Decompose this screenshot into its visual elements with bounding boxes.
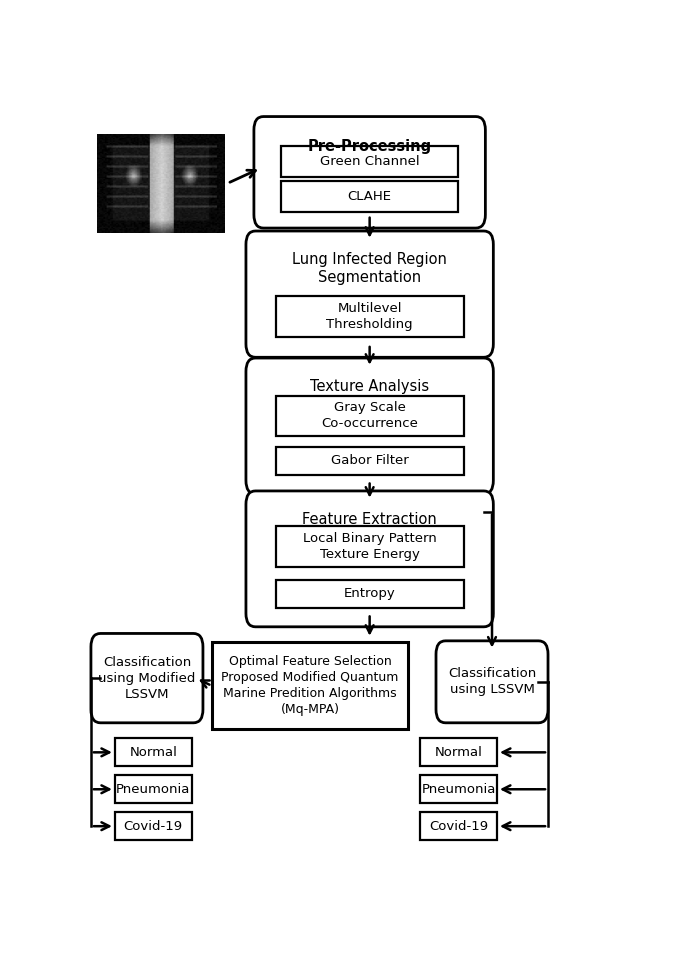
Text: Pneumonia: Pneumonia bbox=[116, 783, 190, 796]
FancyBboxPatch shape bbox=[275, 396, 464, 436]
FancyBboxPatch shape bbox=[246, 491, 493, 627]
FancyBboxPatch shape bbox=[281, 181, 458, 212]
FancyBboxPatch shape bbox=[246, 358, 493, 494]
Text: Classification
using Modified
LSSVM: Classification using Modified LSSVM bbox=[98, 656, 196, 701]
FancyBboxPatch shape bbox=[115, 812, 192, 840]
FancyBboxPatch shape bbox=[420, 775, 497, 804]
FancyBboxPatch shape bbox=[275, 447, 464, 475]
Text: Lung Infected Region
Segmentation: Lung Infected Region Segmentation bbox=[292, 252, 447, 286]
FancyBboxPatch shape bbox=[212, 643, 408, 730]
Text: Local Binary Pattern
Texture Energy: Local Binary Pattern Texture Energy bbox=[303, 532, 436, 561]
FancyBboxPatch shape bbox=[254, 117, 486, 228]
FancyBboxPatch shape bbox=[281, 146, 458, 177]
FancyBboxPatch shape bbox=[115, 738, 192, 766]
FancyBboxPatch shape bbox=[275, 579, 464, 608]
Text: Pneumonia: Pneumonia bbox=[421, 783, 496, 796]
Text: Classification
using LSSVM: Classification using LSSVM bbox=[448, 667, 536, 696]
FancyBboxPatch shape bbox=[275, 296, 464, 337]
Text: Gray Scale
Co-occurrence: Gray Scale Co-occurrence bbox=[321, 402, 418, 431]
Text: Normal: Normal bbox=[129, 746, 177, 759]
FancyBboxPatch shape bbox=[420, 812, 497, 840]
Text: Covid-19: Covid-19 bbox=[429, 820, 488, 832]
Text: Entropy: Entropy bbox=[344, 587, 395, 600]
Text: Multilevel
Thresholding: Multilevel Thresholding bbox=[326, 302, 413, 331]
FancyBboxPatch shape bbox=[436, 641, 548, 723]
Text: Covid-19: Covid-19 bbox=[124, 820, 183, 832]
Text: Optimal Feature Selection
Proposed Modified Quantum
Marine Predition Algorithms
: Optimal Feature Selection Proposed Modif… bbox=[221, 655, 399, 716]
Text: Gabor Filter: Gabor Filter bbox=[331, 455, 408, 467]
FancyBboxPatch shape bbox=[91, 634, 203, 723]
FancyBboxPatch shape bbox=[275, 526, 464, 567]
Text: Normal: Normal bbox=[434, 746, 482, 759]
Text: Feature Extraction: Feature Extraction bbox=[302, 511, 437, 526]
FancyBboxPatch shape bbox=[246, 231, 493, 358]
Text: Pre-Processing: Pre-Processing bbox=[308, 139, 432, 153]
Text: DCHA: DCHA bbox=[99, 136, 119, 143]
FancyBboxPatch shape bbox=[420, 738, 497, 766]
Text: CLAHE: CLAHE bbox=[348, 190, 392, 202]
Text: Texture Analysis: Texture Analysis bbox=[310, 379, 429, 393]
Text: Green Channel: Green Channel bbox=[320, 155, 419, 168]
FancyBboxPatch shape bbox=[115, 775, 192, 804]
